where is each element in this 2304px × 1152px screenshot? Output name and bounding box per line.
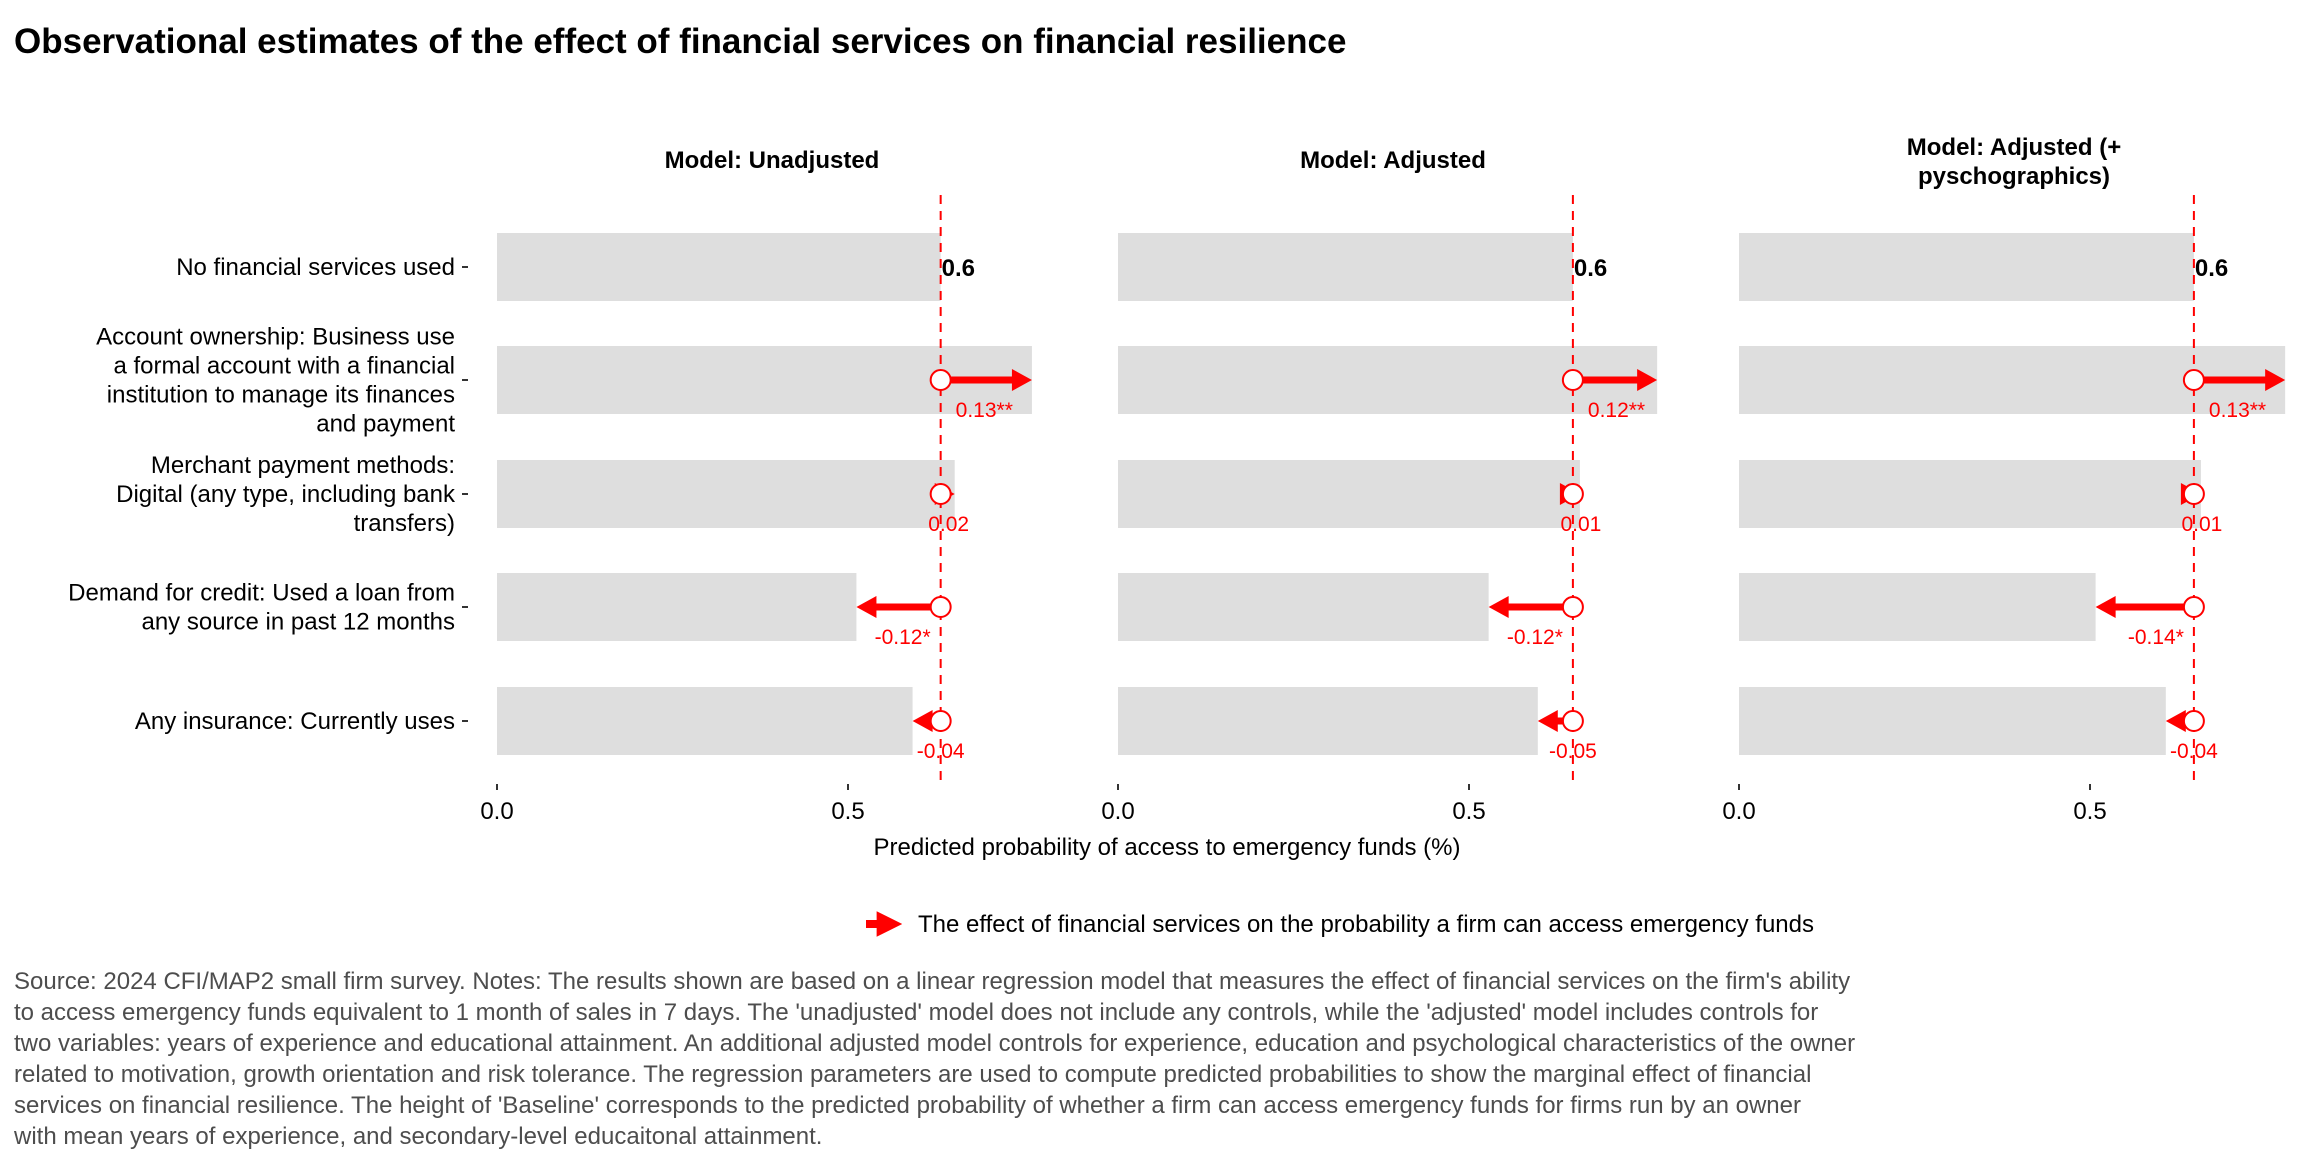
effect-label: -0.12* bbox=[1507, 626, 1563, 649]
bar bbox=[1739, 460, 2201, 528]
effect-arrowhead bbox=[912, 710, 933, 732]
bar bbox=[497, 460, 955, 528]
effect-label: -0.04 bbox=[2170, 740, 2218, 763]
baseline-label: 0.6 bbox=[1574, 255, 1607, 282]
effect-arrowhead bbox=[2265, 369, 2286, 391]
bar bbox=[1739, 687, 2166, 755]
effect-arrowhead bbox=[856, 596, 877, 618]
effect-point bbox=[1561, 369, 1584, 391]
bar-baseline bbox=[1739, 233, 2194, 301]
caption-line: with mean years of experience, and secon… bbox=[13, 1123, 822, 1150]
effect-point bbox=[929, 483, 952, 505]
bar-baseline bbox=[497, 233, 941, 301]
panel-2: Model: Adjusted 0.6 0.12** 0.01 -0.12* -0.05 0… bbox=[1101, 147, 1658, 825]
caption-line: to access emergency funds equivalent to … bbox=[14, 999, 1818, 1026]
bar bbox=[1118, 460, 1580, 528]
baseline-label: 0.6 bbox=[942, 255, 975, 282]
panel-1: Model: Unadjusted 0.6 0.13** 0.02 -0.12* -0.0… bbox=[480, 147, 1032, 825]
x-tick-label: 0.5 bbox=[2073, 798, 2106, 825]
bar bbox=[1118, 573, 1489, 641]
effect-label: 0.12** bbox=[1588, 399, 1645, 422]
effect-label: -0.04 bbox=[917, 740, 965, 763]
effect-arrowhead bbox=[1011, 369, 1032, 391]
chart-title: Observational estimates of the effect of… bbox=[14, 22, 1346, 61]
legend-label: The effect of financial services on the … bbox=[918, 911, 1814, 938]
caption-line: related to motivation, growth orientatio… bbox=[14, 1061, 1811, 1088]
row-label-group: Any insurance: Currently uses bbox=[135, 708, 468, 735]
effect-arrowhead bbox=[2165, 710, 2186, 732]
row-label: Merchant payment methods: bbox=[151, 452, 455, 479]
legend: The effect of financial services on the … bbox=[866, 911, 1814, 938]
x-tick-label: 0.5 bbox=[1452, 798, 1485, 825]
effect-label: 0.13** bbox=[956, 399, 1013, 422]
effect-label: -0.14* bbox=[2128, 626, 2184, 649]
row-label: a formal account with a financial bbox=[113, 353, 455, 380]
bar bbox=[1118, 687, 1538, 755]
effect-arrowhead bbox=[1637, 369, 1658, 391]
effect-point bbox=[1561, 483, 1584, 505]
effect-arrowhead bbox=[2095, 596, 2116, 618]
panel-3: Model: Adjusted (+pyschographics) 0.6 0.13… bbox=[1722, 134, 2286, 825]
x-tick-label: 0.0 bbox=[1722, 798, 1755, 825]
bar bbox=[497, 687, 913, 755]
panel-title: Model: Adjusted (+ bbox=[1907, 134, 2121, 161]
row-label: institution to manage its finances bbox=[107, 382, 455, 409]
effect-arrowhead bbox=[1488, 596, 1509, 618]
panel-title: Model: Adjusted bbox=[1300, 147, 1486, 174]
row-label-group: Merchant payment methods:Digital (any ty… bbox=[116, 452, 468, 537]
effect-point bbox=[929, 369, 952, 391]
effect-point bbox=[2182, 596, 2205, 618]
panels: Model: Unadjusted 0.6 0.13** 0.02 -0.12* -0.0… bbox=[480, 134, 2286, 825]
caption-line: services on financial resilience. The he… bbox=[14, 1092, 1801, 1119]
panel-title: Model: Unadjusted bbox=[665, 147, 880, 174]
effect-label: 0.01 bbox=[2181, 513, 2222, 536]
effect-point bbox=[2182, 369, 2205, 391]
effect-point bbox=[1561, 596, 1584, 618]
effect-label: 0.13** bbox=[2209, 399, 2266, 422]
x-tick-label: 0.5 bbox=[831, 798, 864, 825]
effect-point bbox=[929, 596, 952, 618]
caption-line: Source: 2024 CFI/MAP2 small firm survey.… bbox=[14, 968, 1850, 995]
effect-label: 0.01 bbox=[1560, 513, 1601, 536]
effect-point bbox=[1561, 710, 1584, 732]
effect-point bbox=[2182, 483, 2205, 505]
effect-arrowhead bbox=[1537, 710, 1558, 732]
row-label: No financial services used bbox=[176, 254, 455, 281]
row-label: Demand for credit: Used a loan from bbox=[68, 580, 455, 607]
row-label: any source in past 12 months bbox=[141, 609, 455, 636]
bar bbox=[497, 573, 857, 641]
row-label-group: No financial services used bbox=[176, 254, 468, 281]
effect-label: -0.05 bbox=[1549, 740, 1597, 763]
effect-point bbox=[2182, 710, 2205, 732]
x-tick-label: 0.0 bbox=[1101, 798, 1134, 825]
row-label: Account ownership: Business use bbox=[96, 324, 455, 351]
bar-baseline bbox=[1118, 233, 1573, 301]
x-axis-title: Predicted probability of access to emerg… bbox=[874, 834, 1461, 861]
effect-label: 0.02 bbox=[928, 513, 969, 536]
row-label: transfers) bbox=[354, 510, 455, 537]
effect-point bbox=[929, 710, 952, 732]
bar bbox=[1739, 573, 2096, 641]
row-labels: No financial services used Account owners… bbox=[68, 254, 468, 735]
row-label: and payment bbox=[316, 411, 455, 438]
baseline-label: 0.6 bbox=[2195, 255, 2228, 282]
row-label: Any insurance: Currently uses bbox=[135, 708, 455, 735]
row-label: Digital (any type, including bank bbox=[116, 481, 456, 508]
panel-title: pyschographics) bbox=[1918, 163, 2110, 190]
caption: Source: 2024 CFI/MAP2 small firm survey.… bbox=[13, 968, 1855, 1150]
effect-label: -0.12* bbox=[875, 626, 931, 649]
caption-line: two variables: years of experience and e… bbox=[14, 1030, 1855, 1057]
x-tick-label: 0.0 bbox=[480, 798, 513, 825]
